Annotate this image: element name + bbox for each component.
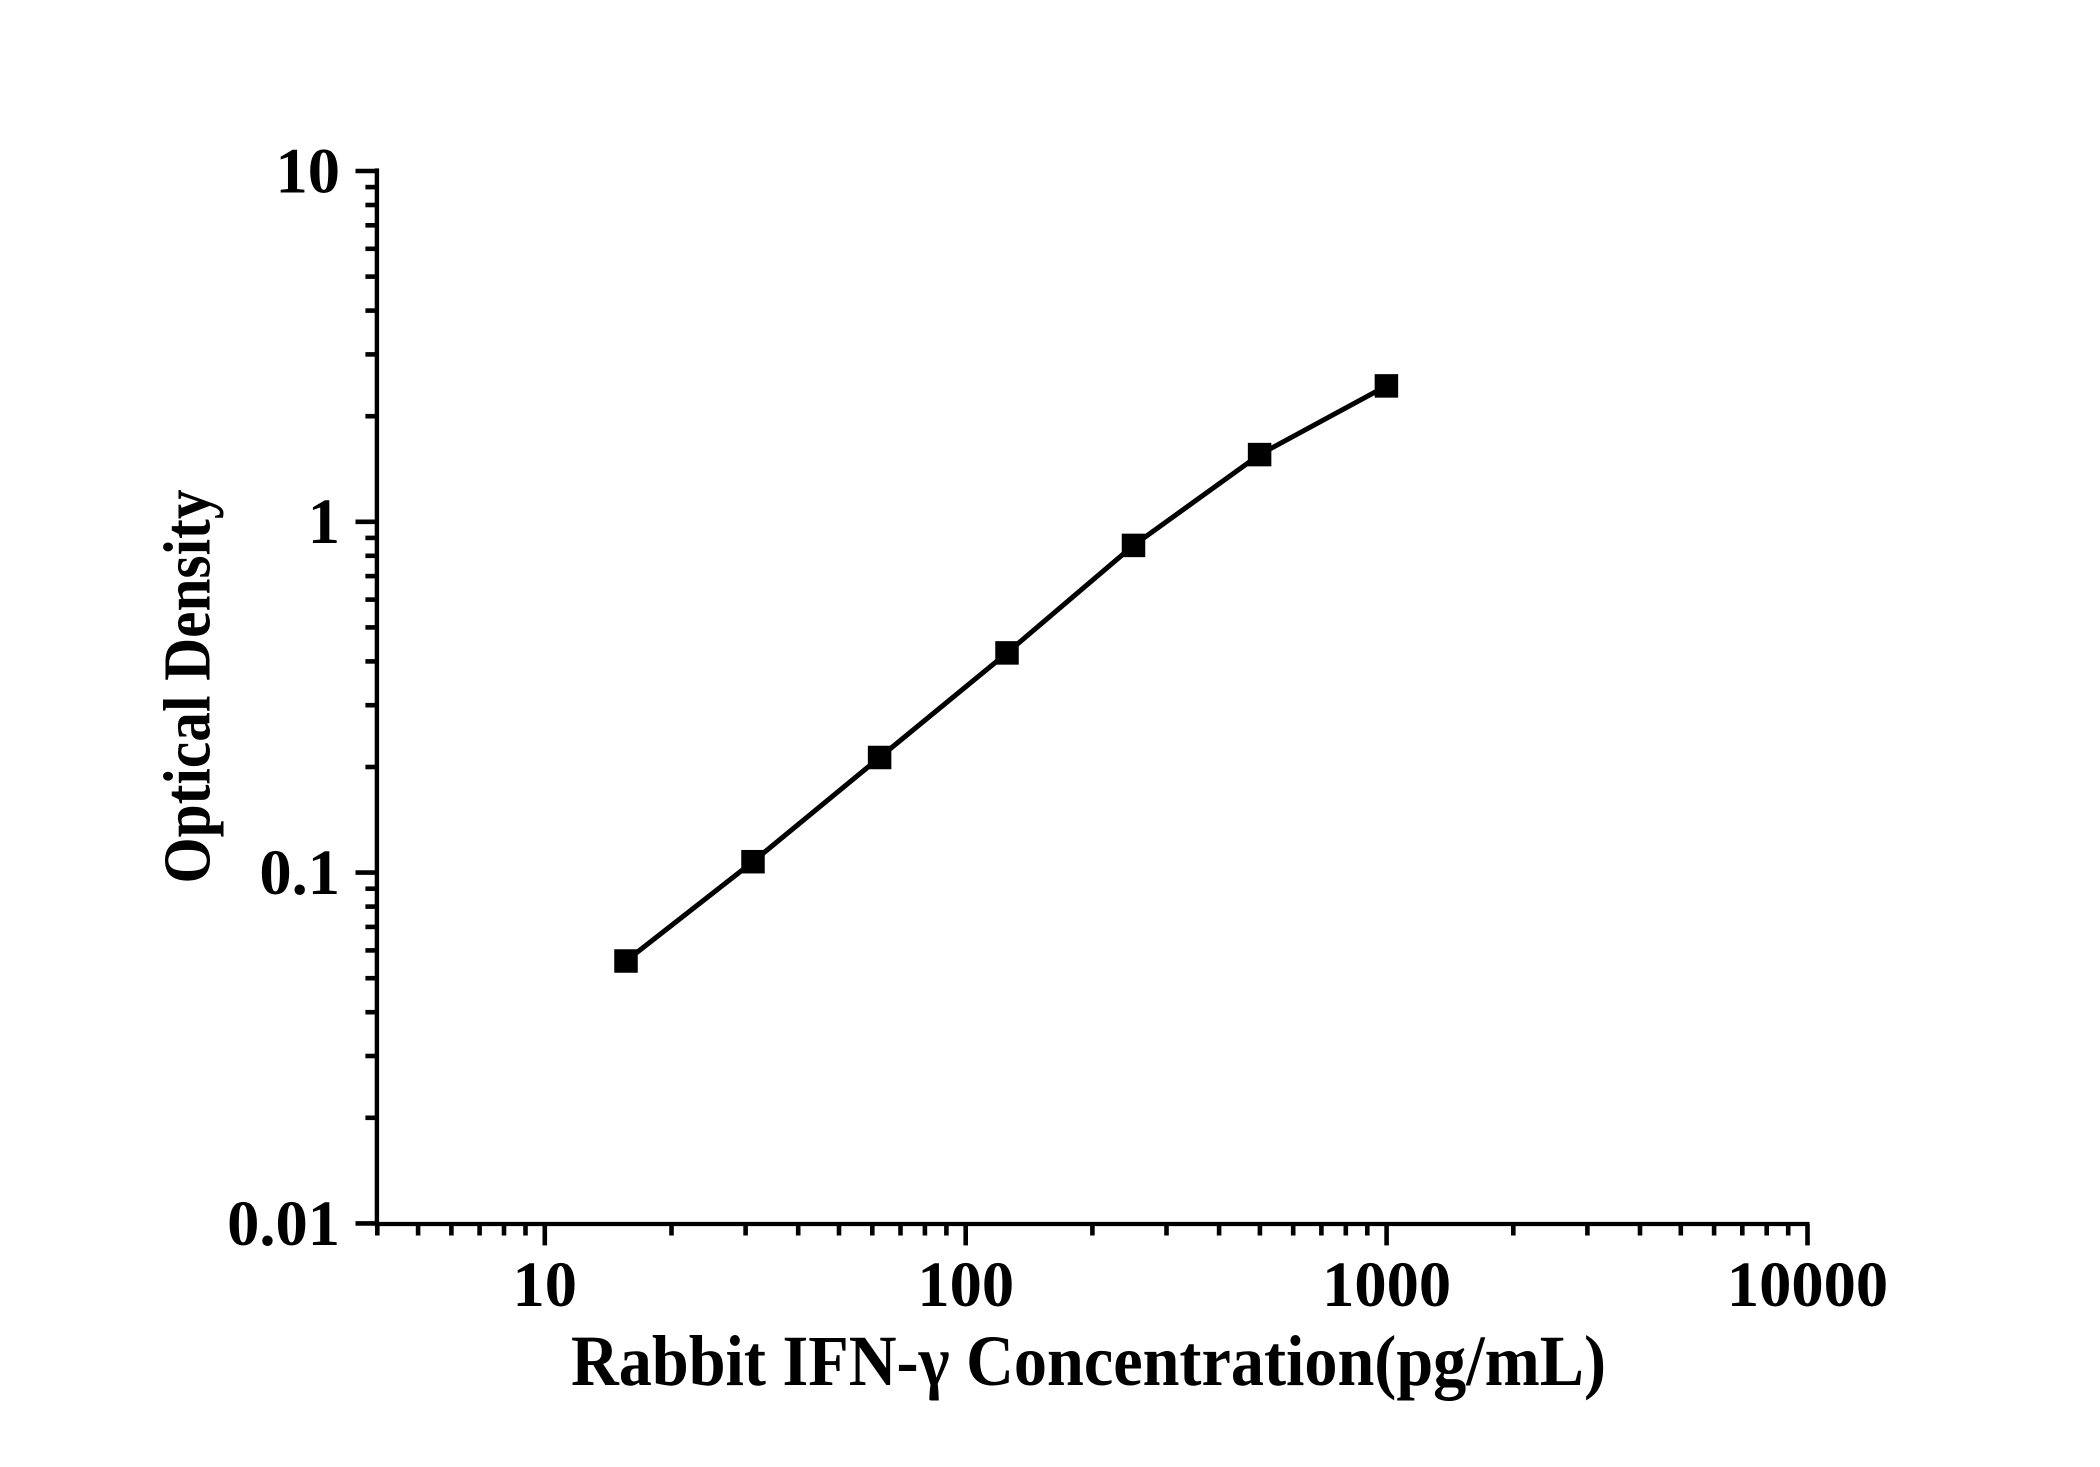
- svg-text:10: 10: [513, 1249, 578, 1320]
- svg-text:10000: 10000: [1727, 1249, 1888, 1320]
- svg-text:Rabbit IFN-γ Concentration(pg/: Rabbit IFN-γ Concentration(pg/mL): [571, 1321, 1606, 1401]
- svg-text:1: 1: [308, 486, 340, 557]
- svg-text:100: 100: [917, 1249, 1014, 1320]
- svg-text:1000: 1000: [1322, 1249, 1451, 1320]
- svg-text:Optical Density: Optical Density: [151, 490, 225, 884]
- svg-text:0.01: 0.01: [227, 1188, 340, 1259]
- svg-text:10: 10: [276, 135, 341, 206]
- svg-text:0.1: 0.1: [259, 837, 340, 908]
